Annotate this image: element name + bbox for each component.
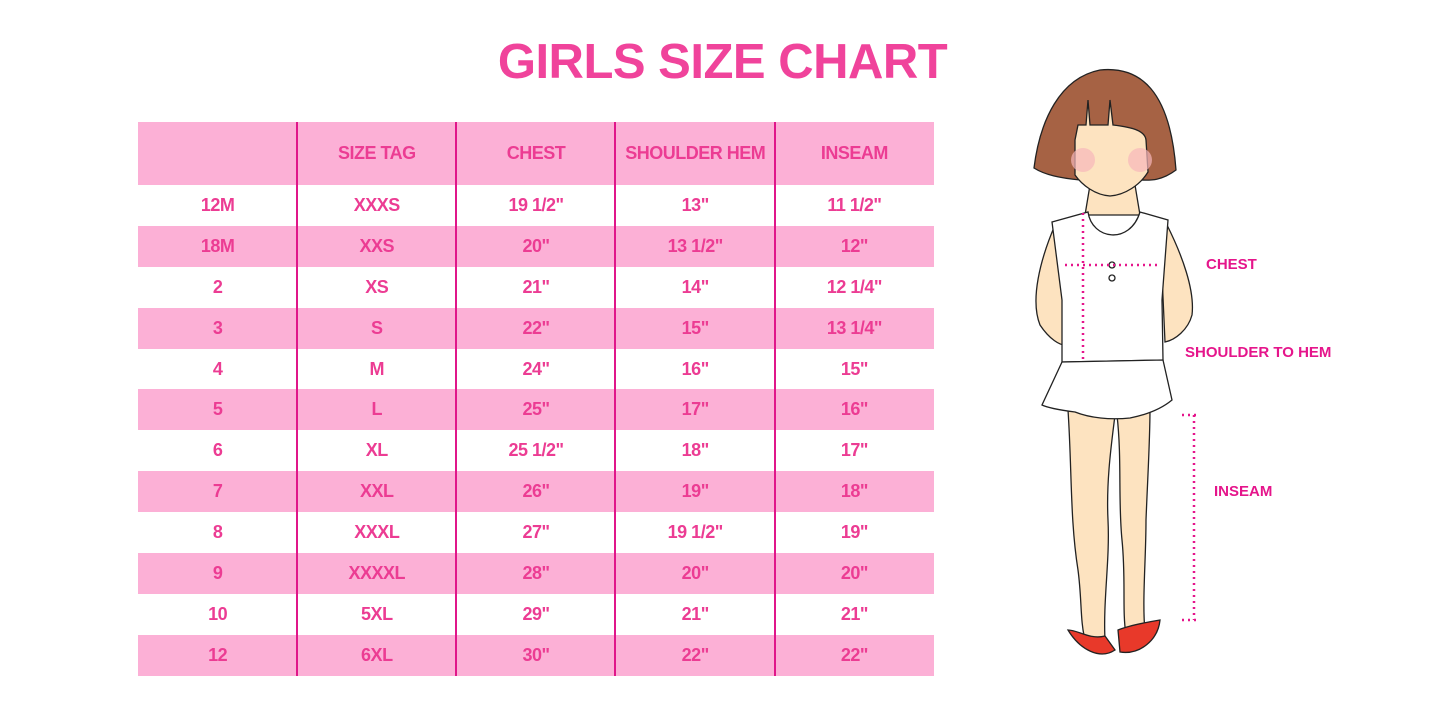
table-cell: 27" [522,522,550,543]
table-cell: 19" [681,481,710,502]
column-divider [774,122,776,676]
table-cell: 22" [522,317,550,338]
table-cell: 2 [212,276,223,297]
table-cell: 7 [212,481,223,502]
table-cell: 6 [212,440,223,461]
table-row: 2 XS 21" 14" 12 1/4" [138,267,934,308]
table-row: 12M XXXS 19 1/2" 13" 11 1/2" [138,185,934,226]
table-cell: 21" [522,276,550,297]
column-divider [296,122,298,676]
table-cell: 18" [840,481,869,502]
table-cell: XXL [360,481,394,502]
table-cell: 12 1/4" [826,276,883,297]
table-cell: 5XL [361,603,393,624]
table-cell: 20" [522,235,550,256]
table-cell: 22" [681,644,710,665]
header-cell: SHOULDER HEM [625,143,766,163]
table-cell: XXS [359,235,395,256]
table-cell: 25 1/2" [508,440,564,461]
chest-label: CHEST [1206,256,1257,273]
table-cell: 21" [681,603,710,624]
table-cell: 12" [840,235,869,256]
table-cell: 18M [200,235,235,256]
table-row: 18M XXS 20" 13 1/2" 12" [138,225,934,267]
table-cell: 19 1/2" [508,194,564,215]
table-cell: 28" [522,562,550,583]
table-cell: 3 [212,317,223,338]
table-row: 3 S 22" 15" 13 1/4" [138,307,934,349]
table-cell: 14" [681,276,710,297]
table-row: 12 6XL 30" 22" 22" [138,634,934,676]
table-cell: 15" [840,358,869,379]
table-cell: 17" [840,440,869,461]
table-cell: 26" [522,481,550,502]
table-cell: XXXS [353,194,401,215]
table-cell: 12M [200,194,235,215]
table-cell: XXXXL [348,562,406,583]
page-title: GIRLS SIZE CHART [497,35,948,89]
column-divider [455,122,457,676]
table-cell: L [371,399,383,420]
table-cell: 9 [212,562,223,583]
table-cell: XL [365,440,389,461]
table-cell: 16" [681,358,710,379]
table-cell: 12 [208,644,228,665]
table-cell: 17" [681,399,710,420]
table-row: 10 5XL 29" 21" 21" [138,594,934,635]
table-cell: 13 1/2" [667,235,724,256]
table-cell: 24" [522,358,550,379]
table-cell: 18" [681,440,710,461]
table-cell: M [369,358,385,379]
table-cell: 21" [840,603,869,624]
table-cell: 25" [522,399,550,420]
table-cell: 6XL [361,644,393,665]
table-cell: 16" [840,399,869,420]
shoulder-to-hem-label: SHOULDER TO HEM [1185,344,1332,361]
header-cell: SIZE TAG [337,143,416,163]
header-cell: CHEST [506,143,566,163]
table-header-row: SIZE TAG CHEST SHOULDER HEM INSEAM [138,122,934,185]
table-cell: 11 1/2" [827,194,882,215]
table-cell: 13 1/4" [826,317,883,338]
table-cell: 10 [208,603,228,624]
table-cell: 4 [212,358,223,379]
column-divider [614,122,616,676]
table-cell: 22" [840,644,869,665]
table-row: 5 L 25" 17" 16" [138,389,934,431]
table-row: 8 XXXL 27" 19 1/2" 19" [138,512,934,553]
table-row: 4 M 24" 16" 15" [138,349,934,390]
table-cell: 15" [681,317,710,338]
table-cell: S [371,317,383,338]
table-cell: 20" [681,562,710,583]
table-cell: XXXL [354,522,400,543]
table-row: 9 XXXXL 28" 20" 20" [138,553,934,594]
table-cell: 13" [681,194,710,215]
table-cell: 19 1/2" [667,522,724,543]
table-row: 6 XL 25 1/2" 18" 17" [138,430,934,471]
inseam-label: INSEAM [1214,483,1273,500]
size-table: SIZE TAG CHEST SHOULDER HEM INSEAM 12M XXXS 19… [138,122,934,676]
table-cell: 30" [522,644,550,665]
table-cell: XS [365,276,389,297]
table-cell: 20" [840,562,869,583]
table-cell: 29" [522,603,550,624]
table-row: 7 XXL 26" 19" 18" [138,471,934,513]
table-cell: 5 [212,399,223,420]
table-cell: 8 [212,522,223,543]
header-cell: INSEAM [820,143,889,163]
table-cell: 19" [840,522,869,543]
